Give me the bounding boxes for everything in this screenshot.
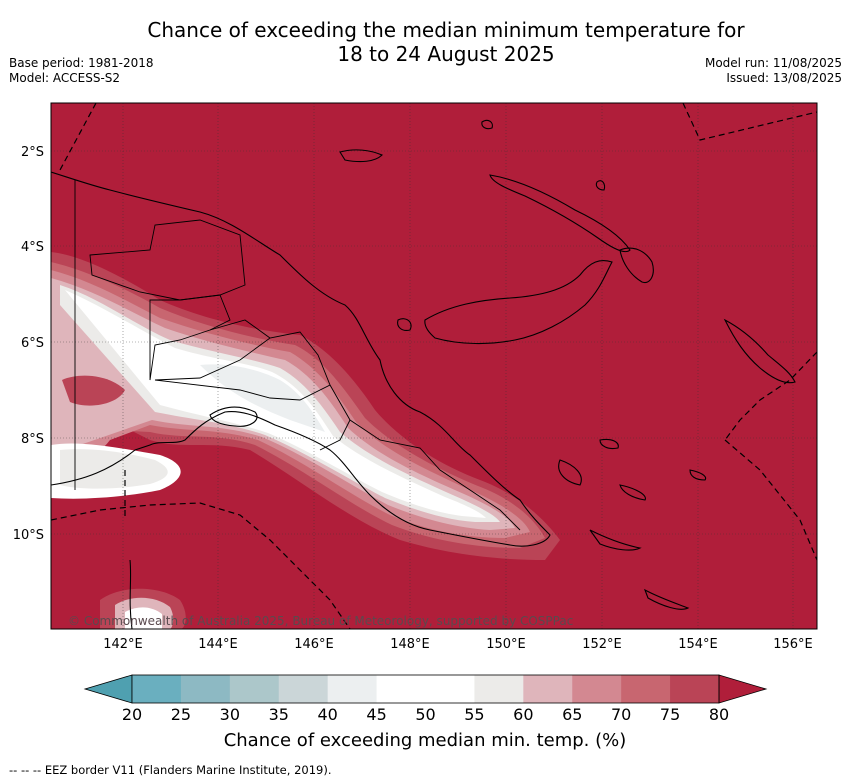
lon-label: 142°E <box>103 637 143 652</box>
lon-label: 152°E <box>582 637 622 652</box>
map-credit: © Commonwealth of Australia 2025, Bureau… <box>68 614 574 628</box>
colorbar-tick-label: 30 <box>219 705 240 724</box>
colorbar-segment <box>278 675 329 703</box>
colorbar-segment <box>327 675 378 703</box>
probability-bands <box>51 252 560 629</box>
colorbar-segment <box>229 675 280 703</box>
map-frame <box>50 102 818 630</box>
colorbar-segment <box>132 675 182 703</box>
issued-date: Issued: 13/08/2025 <box>726 71 842 85</box>
lat-label: 10°S <box>13 528 44 543</box>
colorbar-segment <box>180 675 231 703</box>
title-line-2: 18 to 24 August 2025 <box>337 42 555 66</box>
colorbar-segment <box>670 675 720 703</box>
meta-right: Model run: 11/08/2025 Issued: 13/08/2025 <box>705 56 842 86</box>
province-borders <box>74 180 521 531</box>
lat-label: 2°S <box>21 145 44 160</box>
model-run: Model run: 11/08/2025 <box>704 56 842 70</box>
longitude-labels: 142°E 144°E 146°E 148°E 150°E 152°E 154°… <box>103 637 813 652</box>
colorbar-segment <box>425 675 475 703</box>
colorbar-segment <box>572 675 622 703</box>
meta-left: Base period: 1981-2018 Model: ACCESS-S2 <box>9 56 154 86</box>
colorbar-tick-label: 80 <box>708 705 730 724</box>
colorbar-tick-label: 20 <box>121 705 143 724</box>
colorbar-tick-label: 75 <box>659 705 681 724</box>
base-period: Base period: 1981-2018 <box>9 56 154 70</box>
eez-borders <box>51 103 817 629</box>
lon-label: 150°E <box>486 637 526 652</box>
colorbar-tick-label: 45 <box>366 705 387 724</box>
coastlines <box>51 119 796 629</box>
lon-label: 146°E <box>294 637 334 652</box>
lon-label: 154°E <box>678 637 718 652</box>
colorbar-tick-label: 65 <box>562 705 583 724</box>
colorbar-tick-label: 70 <box>610 705 632 724</box>
lat-label: 8°S <box>21 432 44 447</box>
colorbar-segment <box>474 675 524 703</box>
lon-label: 144°E <box>198 637 238 652</box>
colorbar-tick-label: 25 <box>170 705 192 724</box>
lon-label: 148°E <box>390 637 430 652</box>
colorbar-segment <box>523 675 573 703</box>
colorbar-tick-label: 55 <box>464 705 485 724</box>
colorbar-tick-label: 60 <box>513 705 534 724</box>
colorbar-segment <box>376 675 426 703</box>
latitude-labels: 2°S 4°S 6°S 8°S 10°S <box>13 145 44 543</box>
colorbar-title: Chance of exceeding median min. temp. (%… <box>223 730 627 751</box>
colorbar-extend-low <box>83 674 133 704</box>
colorbar-segment <box>621 675 671 703</box>
colorbar <box>83 674 768 704</box>
lat-label: 4°S <box>21 240 44 255</box>
colorbar-extend-high <box>718 674 768 704</box>
gridlines <box>51 103 817 629</box>
model-name: Model: ACCESS-S2 <box>9 71 121 85</box>
title-line-1: Chance of exceeding the median minimum t… <box>147 18 745 42</box>
lon-label: 156°E <box>773 637 813 652</box>
colorbar-tick-label: 40 <box>317 705 338 724</box>
map-title: Chance of exceeding the median minimum t… <box>110 18 782 66</box>
eez-footnote: -- -- -- EEZ border V11 (Flanders Marine… <box>9 763 332 777</box>
colorbar-tick-label: 50 <box>415 705 436 724</box>
colorbar-frame <box>131 674 720 704</box>
lat-label: 6°S <box>21 336 44 351</box>
colorbar-tick-label: 35 <box>268 705 289 724</box>
